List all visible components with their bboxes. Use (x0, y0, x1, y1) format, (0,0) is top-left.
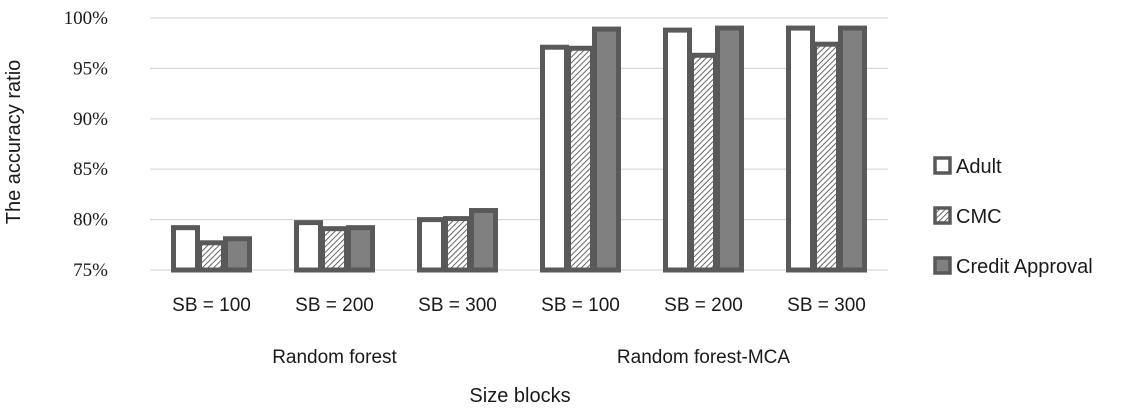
bar-cmc (320, 226, 349, 273)
bar-credit-approval (838, 25, 867, 273)
bars (171, 25, 867, 273)
legend-swatch (933, 256, 952, 275)
x-axis-categories: SB = 100 SB = 200 SB = 300 SB = 100 SB = 200… (172, 295, 866, 316)
bar-credit-approval (715, 25, 744, 273)
bar-adult (294, 220, 323, 273)
legend-swatch (933, 156, 952, 175)
bar-credit-approval (346, 225, 375, 273)
x-category-label: SB = 100 (541, 295, 620, 316)
bar-adult (171, 225, 200, 273)
bar-adult (417, 217, 446, 273)
legend-label: Credit Approval (956, 256, 1093, 278)
bar-adult (540, 44, 569, 273)
bar-credit-approval (469, 208, 498, 273)
x-category-label: SB = 300 (418, 295, 497, 316)
y-tick-label: 90% (73, 109, 108, 130)
bar-adult (786, 25, 815, 273)
x-category-label: SB = 100 (172, 295, 251, 316)
bar-cmc (443, 216, 472, 273)
bar-cmc (689, 52, 718, 273)
x-category-label: SB = 300 (787, 295, 866, 316)
legend-swatch (933, 206, 952, 225)
y-tick-label: 100% (64, 8, 109, 29)
x-group-label: Random forest-MCA (617, 347, 790, 368)
legend-label: Adult (956, 156, 1002, 178)
bar-credit-approval (223, 236, 252, 273)
y-axis-title: The accuracy ratio (3, 60, 25, 225)
x-axis-title: Size blocks (469, 385, 570, 407)
legend: Adult CMC Credit Approval (933, 156, 1093, 278)
bar-cmc (812, 41, 841, 273)
bar-cmc (197, 240, 226, 273)
x-group-label: Random forest (272, 347, 397, 368)
bar-adult (663, 27, 692, 273)
y-tick-label: 85% (73, 159, 108, 180)
bar-credit-approval (592, 26, 621, 273)
y-axis-ticks: 75% 80% 85% 90% 95% 100% (64, 8, 109, 281)
y-tick-label: 75% (73, 260, 108, 281)
x-category-label: SB = 200 (664, 295, 743, 316)
y-tick-label: 80% (73, 210, 108, 231)
legend-label: CMC (956, 206, 1002, 228)
x-category-label: SB = 200 (295, 295, 374, 316)
x-axis-groups: Random forest Random forest-MCA (272, 347, 790, 368)
bar-cmc (566, 45, 595, 273)
y-tick-label: 95% (73, 58, 108, 79)
gridlines (150, 17, 888, 271)
